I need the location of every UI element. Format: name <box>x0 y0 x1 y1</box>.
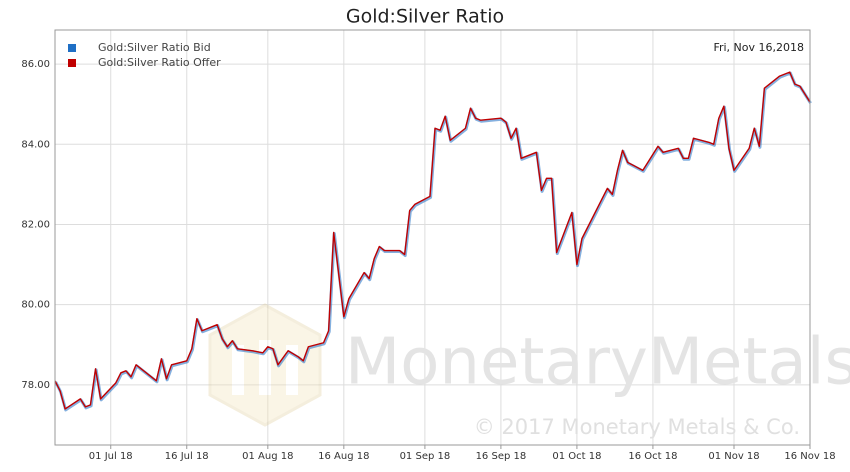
chart-title: Gold:Silver Ratio <box>346 6 504 28</box>
y-tick-label: 80.00 <box>21 300 50 311</box>
y-tick-label: 78.00 <box>21 380 50 391</box>
x-tick-label: 16 Nov 18 <box>784 451 835 462</box>
x-tick-label: 01 Oct 18 <box>552 451 601 462</box>
series-line <box>54 71 812 412</box>
y-tick-label: 86.00 <box>21 59 50 70</box>
copyright: © 2017 Monetary Metals & Co. <box>474 415 800 439</box>
plot <box>54 71 812 412</box>
x-tick-label: 01 Nov 18 <box>708 451 759 462</box>
plot-frame <box>54 29 811 446</box>
series-line <box>54 71 811 410</box>
x-tick-label: 16 Aug 18 <box>318 451 369 462</box>
legend: Gold:Silver Ratio Bid Gold:Silver Ratio O… <box>68 41 221 69</box>
y-tick-label: 84.00 <box>21 139 50 150</box>
logo-hexagon <box>208 303 322 427</box>
logo-bar <box>232 345 244 395</box>
legend-swatch <box>68 59 76 67</box>
legend-label: Gold:Silver Ratio Offer <box>98 56 221 69</box>
x-tick-label: 16 Sep 18 <box>476 451 527 462</box>
y-tick-label: 82.00 <box>21 219 50 230</box>
x-tick-label: 01 Sep 18 <box>400 451 451 462</box>
x-tick-label: 01 Jul 18 <box>89 451 133 462</box>
x-tick-label: 01 Aug 18 <box>242 451 293 462</box>
annotation: Fri, Nov 16,2018 <box>713 41 804 54</box>
watermark: MonetaryMetals <box>345 326 850 400</box>
legend-label: Gold:Silver Ratio Bid <box>98 41 211 54</box>
x-tick-label: 16 Jul 18 <box>165 451 209 462</box>
legend-swatch <box>68 44 76 52</box>
logo-bar <box>286 345 298 395</box>
x-tick-label: 16 Oct 18 <box>628 451 677 462</box>
